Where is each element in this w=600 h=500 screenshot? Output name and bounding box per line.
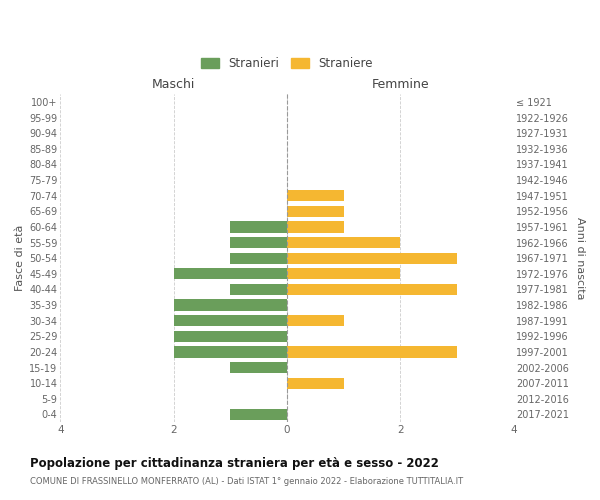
Bar [287,378,344,389]
Bar [287,190,344,202]
Bar [173,300,287,310]
Bar [230,237,287,248]
Bar [230,362,287,373]
Text: Maschi: Maschi [152,78,196,91]
Text: Femmine: Femmine [371,78,429,91]
Bar [230,252,287,264]
Bar [173,268,287,280]
Bar [287,346,457,358]
Bar [230,409,287,420]
Bar [287,284,457,295]
Text: Popolazione per cittadinanza straniera per età e sesso - 2022: Popolazione per cittadinanza straniera p… [30,458,439,470]
Bar [173,315,287,326]
Bar [287,268,400,280]
Bar [287,206,344,217]
Y-axis label: Anni di nascita: Anni di nascita [575,217,585,300]
Bar [230,222,287,232]
Bar [287,252,457,264]
Bar [230,284,287,295]
Y-axis label: Fasce di età: Fasce di età [15,225,25,292]
Bar [173,330,287,342]
Bar [287,222,344,232]
Legend: Stranieri, Straniere: Stranieri, Straniere [201,58,373,70]
Text: COMUNE DI FRASSINELLO MONFERRATO (AL) - Dati ISTAT 1° gennaio 2022 - Elaborazion: COMUNE DI FRASSINELLO MONFERRATO (AL) - … [30,478,463,486]
Bar [173,346,287,358]
Bar [287,237,400,248]
Bar [287,315,344,326]
